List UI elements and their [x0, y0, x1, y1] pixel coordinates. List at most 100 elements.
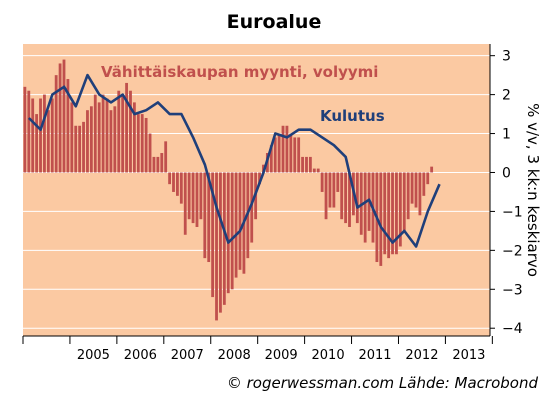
y-tick-label: 0: [502, 165, 511, 181]
retail-bar: [125, 82, 128, 173]
x-tick-label: 2013: [452, 348, 485, 363]
retail-bar: [414, 172, 418, 208]
retail-bar: [308, 156, 312, 173]
retail-bar: [222, 172, 226, 305]
retail-bar: [144, 117, 148, 173]
x-tick-label: 2008: [218, 348, 251, 363]
x-tick-label: 2012: [405, 348, 438, 363]
retail-bar: [101, 94, 105, 173]
retail-bar: [113, 106, 117, 173]
retail-bar: [289, 133, 293, 173]
retail-bar: [355, 172, 359, 224]
y-tick-label: 2: [502, 88, 511, 104]
retail-bar: [23, 86, 27, 173]
retail-bar: [344, 172, 348, 224]
retail-bar: [281, 125, 285, 173]
retail-bar: [418, 172, 422, 216]
x-tick-label: 2011: [358, 348, 391, 363]
retail-bar: [250, 172, 254, 243]
y-tick-label: −2: [502, 243, 523, 259]
consumption-series-label: Kulutus: [320, 107, 385, 125]
retail-bar: [363, 172, 367, 243]
retail-bar: [430, 166, 434, 173]
retail-bar: [410, 172, 414, 204]
y-tick-label: −1: [502, 204, 523, 220]
retail-bar: [89, 106, 93, 173]
retail-bar: [164, 141, 168, 173]
retail-bar: [305, 156, 308, 173]
retail-bar: [195, 172, 199, 227]
retail-bar: [93, 94, 97, 173]
y-tick-label: −3: [502, 282, 523, 298]
retail-bar: [383, 172, 387, 255]
retail-bar: [136, 114, 140, 173]
retail-bar: [70, 102, 74, 173]
retail-bar: [62, 59, 66, 173]
retail-bar: [27, 90, 31, 173]
retail-bar: [211, 172, 215, 298]
retail-bar: [39, 98, 42, 173]
source-credit: © rogerwessman.com Lähde: Macrobond: [227, 374, 539, 392]
retail-bar: [238, 172, 242, 270]
retail-bar: [152, 156, 156, 173]
retail-bar: [187, 172, 191, 220]
x-tick-label: 2006: [124, 348, 157, 363]
retail-bars: [23, 59, 434, 321]
retail-bar: [422, 172, 426, 196]
retail-bar: [121, 94, 125, 173]
retail-bar: [226, 172, 230, 294]
retail-bar: [336, 172, 340, 192]
retail-bar: [43, 94, 46, 173]
retail-bar: [117, 90, 121, 173]
retail-bar: [207, 172, 211, 263]
retail-bar: [172, 172, 175, 192]
retail-bar: [277, 133, 281, 173]
retail-bar: [273, 137, 277, 173]
retail-bar: [35, 114, 39, 173]
retail-bar: [179, 172, 183, 204]
retail-bar: [191, 172, 195, 224]
y-axis-label: % v/v, 3 kk:n keskiarvo: [524, 103, 542, 277]
retail-bar: [312, 168, 316, 173]
retail-bar: [324, 172, 328, 220]
retail-bar: [199, 172, 203, 220]
retail-bar: [82, 121, 85, 173]
retail-bar: [285, 125, 289, 173]
retail-bar: [176, 172, 179, 196]
retail-bar: [230, 172, 234, 290]
x-tick-label: 2010: [312, 348, 345, 363]
retail-bar: [86, 110, 89, 173]
retail-bar: [395, 172, 398, 255]
retail-bar: [348, 172, 351, 227]
retail-bar: [105, 98, 109, 173]
retail-bar: [140, 114, 144, 173]
retail-bar: [269, 145, 273, 173]
retail-bar: [156, 156, 160, 173]
retail-bar: [234, 172, 238, 278]
retail-bar: [58, 63, 62, 173]
retail-bar: [203, 172, 207, 259]
retail-bar: [109, 110, 113, 173]
retail-bar: [340, 172, 344, 220]
retail-bar: [219, 172, 222, 313]
y-tick-label: 1: [502, 127, 511, 143]
x-tick-label: 2009: [265, 348, 298, 363]
x-tick-label: 2007: [171, 348, 204, 363]
retail-series-label: Vähittäiskaupan myynti, volyymi: [101, 63, 378, 81]
retail-bar: [168, 172, 172, 185]
retail-bar: [406, 172, 410, 220]
retail-bar: [297, 137, 301, 173]
retail-bar: [293, 137, 297, 173]
y-tick-label: −4: [502, 321, 523, 337]
chart-title: Euroalue: [227, 11, 322, 33]
retail-bar: [215, 172, 218, 321]
x-axis-ticks: 2005 2006 2007 2008 2009 2010 2011 2012 2013: [69, 336, 493, 363]
retail-bar: [129, 90, 132, 173]
retail-bar: [74, 125, 78, 173]
retail-bar: [402, 172, 406, 231]
retail-bar: [398, 172, 402, 247]
retail-bar: [46, 110, 50, 173]
retail-bar: [387, 172, 391, 259]
retail-bar: [66, 79, 70, 173]
